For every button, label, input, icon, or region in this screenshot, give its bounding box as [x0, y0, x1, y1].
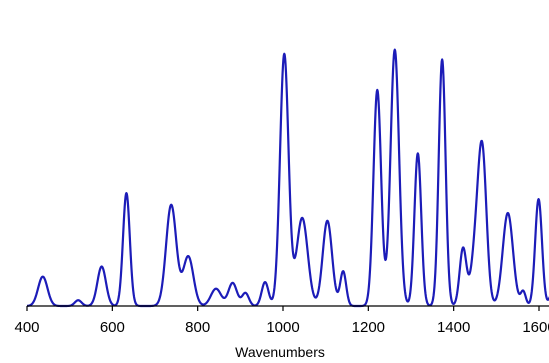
x-tick-label-1400: 1400	[437, 319, 470, 336]
x-tick-label-800: 800	[185, 319, 210, 336]
x-tick-label-1200: 1200	[352, 319, 385, 336]
x-axis-title: Wavenumbers	[235, 344, 325, 360]
x-tick-label-1600: 1600	[522, 319, 549, 336]
plot-area: 400 600 800 1000 1200 1400 1600	[14, 48, 549, 336]
x-tick-label-400: 400	[14, 319, 39, 336]
x-tick-label-600: 600	[100, 319, 125, 336]
x-axis-ticks: 400 600 800 1000 1200 1400 1600	[14, 306, 549, 336]
spectrum-line	[26, 48, 549, 308]
x-tick-label-1000: 1000	[266, 319, 299, 336]
